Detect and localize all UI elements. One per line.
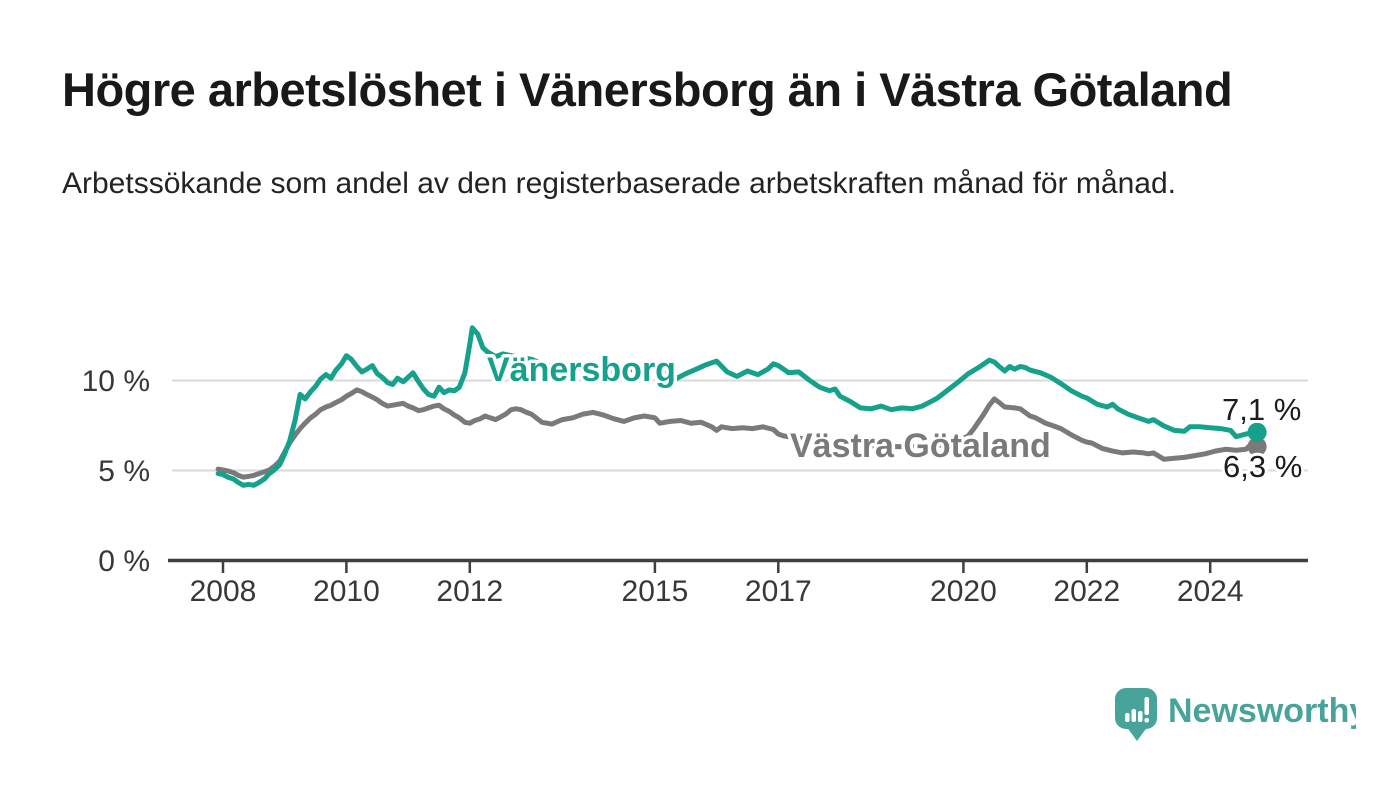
series-label-vastra-gotaland: Västra Götaland: [790, 427, 1051, 465]
x-tick-label-2017: 2017: [745, 575, 812, 608]
logo-bubble: [1115, 688, 1157, 729]
x-tick-label-2008: 2008: [190, 575, 257, 608]
y-tick-label: 0 %: [98, 545, 150, 578]
chart-subtitle: Arbetssökande som andel av den registerb…: [62, 167, 1176, 200]
series-lines: [215, 325, 1267, 488]
logo-bar-2: [1131, 709, 1136, 722]
gridlines: [172, 379, 1308, 472]
y-tick-label: 5 %: [98, 455, 150, 488]
logo-exclamation-dot: [1144, 718, 1149, 723]
x-tick-label-2020: 2020: [930, 575, 997, 608]
x-tick-label-2024: 2024: [1177, 575, 1244, 608]
newsworthy-logo: Newsworthy: [1115, 688, 1356, 741]
end-value-label-vanersborg: 7,1 %: [1222, 392, 1301, 427]
series-label-vanersborg: Vänersborg: [487, 351, 676, 389]
x-axis-ticks: 2008 2010 2012 2015 2017 2020 2022 2024: [190, 561, 1244, 608]
x-tick-label-2010: 2010: [313, 575, 380, 608]
logo-bar-3: [1138, 711, 1143, 722]
x-tick-label-2015: 2015: [622, 575, 689, 608]
y-tick-label: 10 %: [82, 365, 150, 398]
y-axis-labels: 0 % 5 % 10 %: [82, 365, 150, 578]
end-dot-v-stra-g-taland: [1247, 437, 1267, 457]
newsworthy-logo-text: Newsworthy: [1168, 692, 1356, 730]
logo-exclamation-bar: [1144, 697, 1149, 715]
end-dot-v-nersborg: [1247, 422, 1267, 442]
x-tick-label-2022: 2022: [1053, 575, 1120, 608]
newsworthy-logo-icon: [1115, 688, 1157, 741]
logo-bubble-tail: [1126, 726, 1148, 741]
x-tick-label-2012: 2012: [436, 575, 503, 608]
end-value-label-vastra-gotaland: 6,3 %: [1223, 449, 1302, 484]
series-line-v-stra-g-taland: [215, 387, 1260, 480]
series-line-v-nersborg: [215, 325, 1260, 488]
logo-bar-1: [1125, 713, 1130, 722]
page-title: Högre arbetslöshet i Vänersborg än i Väs…: [62, 63, 1233, 116]
